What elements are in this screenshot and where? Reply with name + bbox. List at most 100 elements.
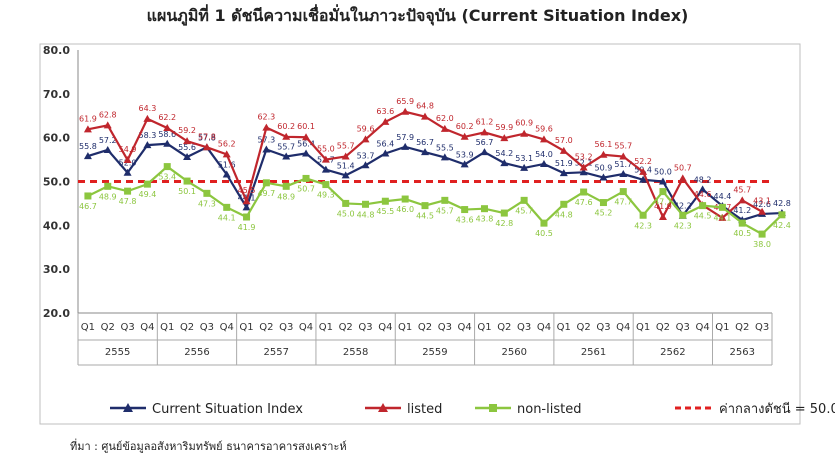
data-label: 59.9: [495, 123, 513, 132]
quarter-label: Q2: [497, 322, 511, 333]
quarter-label: Q2: [418, 322, 432, 333]
quarter-label: Q4: [458, 322, 472, 333]
data-point: [461, 206, 469, 214]
data-point: [619, 188, 627, 196]
data-point: [222, 170, 231, 178]
data-label: 41.9: [238, 223, 256, 232]
data-point: [560, 200, 568, 208]
quarter-label: Q1: [81, 322, 95, 333]
data-label: 42.6: [753, 200, 771, 209]
data-label: 46.0: [396, 205, 414, 214]
data-label: 50.1: [178, 187, 196, 196]
data-label: 55.6: [178, 143, 196, 152]
data-label: 53.9: [456, 150, 474, 159]
data-label: 64.3: [138, 104, 156, 113]
data-label: 54.9: [119, 145, 137, 154]
data-point: [302, 133, 311, 141]
quarter-label: Q1: [636, 322, 650, 333]
data-label: 42.3: [674, 221, 692, 230]
data-point: [441, 196, 449, 204]
data-label: 59.6: [535, 124, 553, 133]
data-label: 51.4: [337, 161, 355, 170]
data-label: 62.3: [257, 113, 275, 122]
legend-label-1: listed: [407, 402, 442, 417]
data-point: [619, 170, 628, 178]
data-point: [282, 152, 291, 160]
quarter-label: Q4: [695, 322, 709, 333]
quarter-label: Q4: [378, 322, 392, 333]
data-point: [322, 181, 330, 189]
quarter-label: Q2: [259, 322, 273, 333]
data-point: [599, 150, 608, 158]
data-label: 44.8: [555, 210, 573, 219]
data-point: [540, 219, 548, 227]
data-label: 43.1: [753, 197, 771, 206]
data-label: 61.9: [79, 114, 97, 123]
data-point: [242, 203, 251, 211]
data-point: [421, 202, 429, 210]
data-label: 40.5: [535, 229, 553, 238]
quarter-label: Q1: [557, 322, 571, 333]
quarter-label: Q3: [676, 322, 690, 333]
data-label: 50.7: [297, 184, 315, 193]
data-point: [163, 139, 172, 147]
legend-marker: [378, 403, 388, 412]
year-label: 2560: [502, 347, 527, 358]
data-point: [679, 211, 687, 219]
chart-title: แผนภูมิที่ 1 ดัชนีความเชื่อมั่นในภาวะปัจ…: [146, 6, 689, 25]
quarter-label: Q1: [319, 322, 333, 333]
data-point: [381, 149, 390, 157]
data-label: 45.5: [238, 186, 256, 195]
data-point: [658, 213, 667, 221]
data-label: 58.3: [138, 131, 156, 140]
data-point: [579, 163, 588, 171]
data-label: 40.5: [733, 229, 751, 238]
quarter-label: Q2: [101, 322, 115, 333]
quarter-label: Q2: [180, 322, 194, 333]
data-label: 42.8: [773, 199, 791, 208]
y-tick-label: 20.0: [43, 307, 70, 320]
data-point: [699, 202, 707, 210]
quarter-label: Q3: [200, 322, 214, 333]
quarter-label: Q4: [616, 322, 630, 333]
data-point: [520, 163, 529, 171]
data-point: [83, 152, 92, 160]
quarter-label: Q2: [339, 322, 353, 333]
data-label: 48.2: [694, 175, 712, 184]
data-label: 60.9: [515, 119, 533, 128]
data-label: 55.7: [337, 142, 355, 151]
data-label: 49.7: [257, 189, 275, 198]
data-point: [124, 187, 132, 195]
quarter-label: Q4: [140, 322, 154, 333]
y-tick-label: 60.0: [43, 132, 70, 145]
data-label: 58.6: [158, 130, 176, 139]
data-point: [659, 188, 667, 196]
data-label: 64.8: [416, 102, 434, 111]
data-label: 60.1: [297, 122, 315, 131]
data-label: 56.1: [595, 140, 613, 149]
legend-marker: [123, 403, 133, 412]
data-point: [401, 142, 410, 150]
data-point: [480, 128, 489, 136]
data-point: [223, 203, 231, 211]
data-label: 57.8: [198, 132, 216, 141]
data-point: [758, 230, 766, 238]
data-label: 60.2: [277, 122, 295, 131]
data-point: [183, 137, 192, 145]
data-label: 56.4: [376, 139, 394, 148]
data-point: [520, 196, 528, 204]
quarter-label: Q1: [239, 322, 253, 333]
data-label: 45.0: [337, 209, 355, 218]
data-point: [143, 114, 152, 122]
data-point: [341, 152, 350, 160]
quarter-label: Q3: [279, 322, 293, 333]
data-point: [580, 188, 588, 196]
data-point: [639, 175, 648, 183]
data-point: [103, 121, 112, 129]
data-point: [658, 177, 667, 185]
data-label: 42.4: [773, 221, 791, 230]
data-label: 56.2: [218, 139, 236, 148]
data-point: [262, 145, 271, 153]
data-point: [401, 195, 409, 203]
data-label: 51.9: [555, 159, 573, 168]
